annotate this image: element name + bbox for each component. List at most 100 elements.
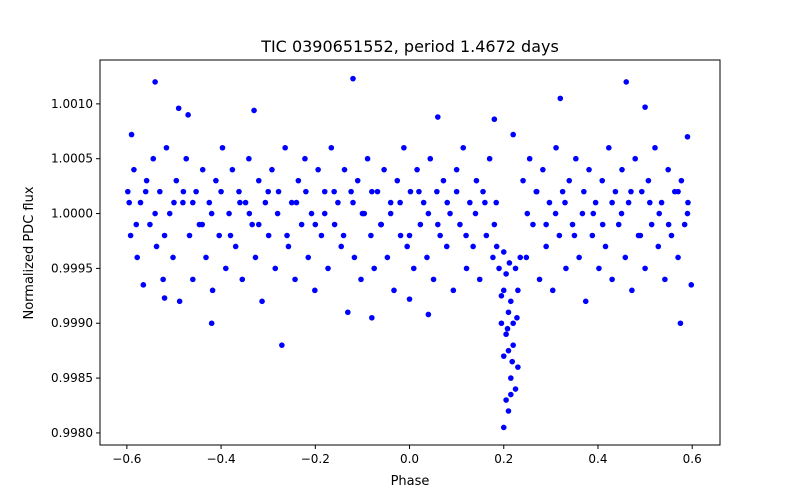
data-point [500,353,507,359]
data-point [615,221,622,228]
data-point [384,254,391,261]
data-point [602,243,609,250]
y-tick-label: 0.9990 [51,316,93,330]
data-point [206,199,213,206]
data-point [265,188,271,195]
data-point [582,298,589,305]
data-point [498,320,505,327]
data-point [350,199,356,206]
data-point [262,199,269,206]
data-point [269,166,275,173]
data-point [472,210,479,217]
data-point [434,114,441,120]
data-point [678,177,685,184]
data-point [482,199,488,206]
data-point [493,243,500,250]
data-point [508,391,514,398]
data-point [493,199,500,206]
data-point [655,243,662,250]
data-point [249,221,255,228]
data-point [387,210,394,217]
data-point [160,276,166,283]
data-points [124,75,695,431]
data-point [569,221,576,228]
data-point [473,177,480,184]
data-point [303,188,309,195]
data-point [293,199,300,206]
data-point [675,254,681,261]
data-point [440,177,447,184]
data-point [340,232,347,239]
data-point [312,221,319,228]
data-point [628,188,634,195]
data-point [498,293,505,299]
data-point [420,199,427,206]
data-point [563,265,569,272]
y-tick-label: 1.0000 [51,207,93,221]
data-point [397,199,403,206]
data-point [437,232,443,239]
data-point [618,210,625,217]
data-point [515,287,521,294]
y-tick-label: 0.9995 [51,261,93,275]
data-point [586,166,592,173]
data-point [279,342,285,348]
data-point [127,232,134,239]
data-point [227,232,234,239]
data-point [509,358,516,365]
data-point [590,210,597,217]
data-point [321,188,328,195]
x-axis-label: Phase [391,474,430,489]
data-point [152,210,158,217]
data-point [170,254,176,261]
data-point [557,95,564,102]
data-point [566,177,573,184]
data-point [500,249,507,255]
data-point [662,276,668,283]
y-tick-label: 1.0010 [51,97,93,111]
data-point [308,210,315,217]
data-point [374,188,381,195]
data-point [354,177,361,184]
data-point [348,188,354,195]
data-point [282,144,288,151]
data-point [128,131,135,138]
data-point [199,166,206,173]
data-point [520,177,526,184]
data-point [185,112,191,118]
data-point [457,221,463,228]
data-point [486,155,493,162]
data-point [543,243,549,250]
data-point [425,210,432,217]
data-point [369,188,375,195]
data-point [675,188,681,195]
data-point [345,309,351,316]
data-point [180,199,186,206]
data-point [512,265,519,272]
data-point [414,166,420,173]
x-tick-label: 0.4 [588,452,607,466]
data-point [305,254,312,261]
data-point [665,221,672,228]
data-point [236,188,242,195]
plot-frame [99,59,721,446]
data-point [147,221,153,228]
data-point [131,166,137,173]
data-point [645,177,652,184]
data-point [358,276,364,283]
data-point [407,188,414,195]
y-tick-label: 0.9980 [51,426,93,440]
data-point [180,188,187,195]
data-point [622,254,629,261]
data-point [460,144,467,151]
data-point [510,131,516,138]
data-point [612,188,619,195]
data-point [394,177,401,184]
data-point [404,243,410,250]
data-point [684,210,691,217]
data-point [417,221,424,228]
data-point [642,265,648,272]
data-point [508,375,514,381]
data-point [166,210,173,217]
x-tick-label: −0.2 [301,452,330,466]
